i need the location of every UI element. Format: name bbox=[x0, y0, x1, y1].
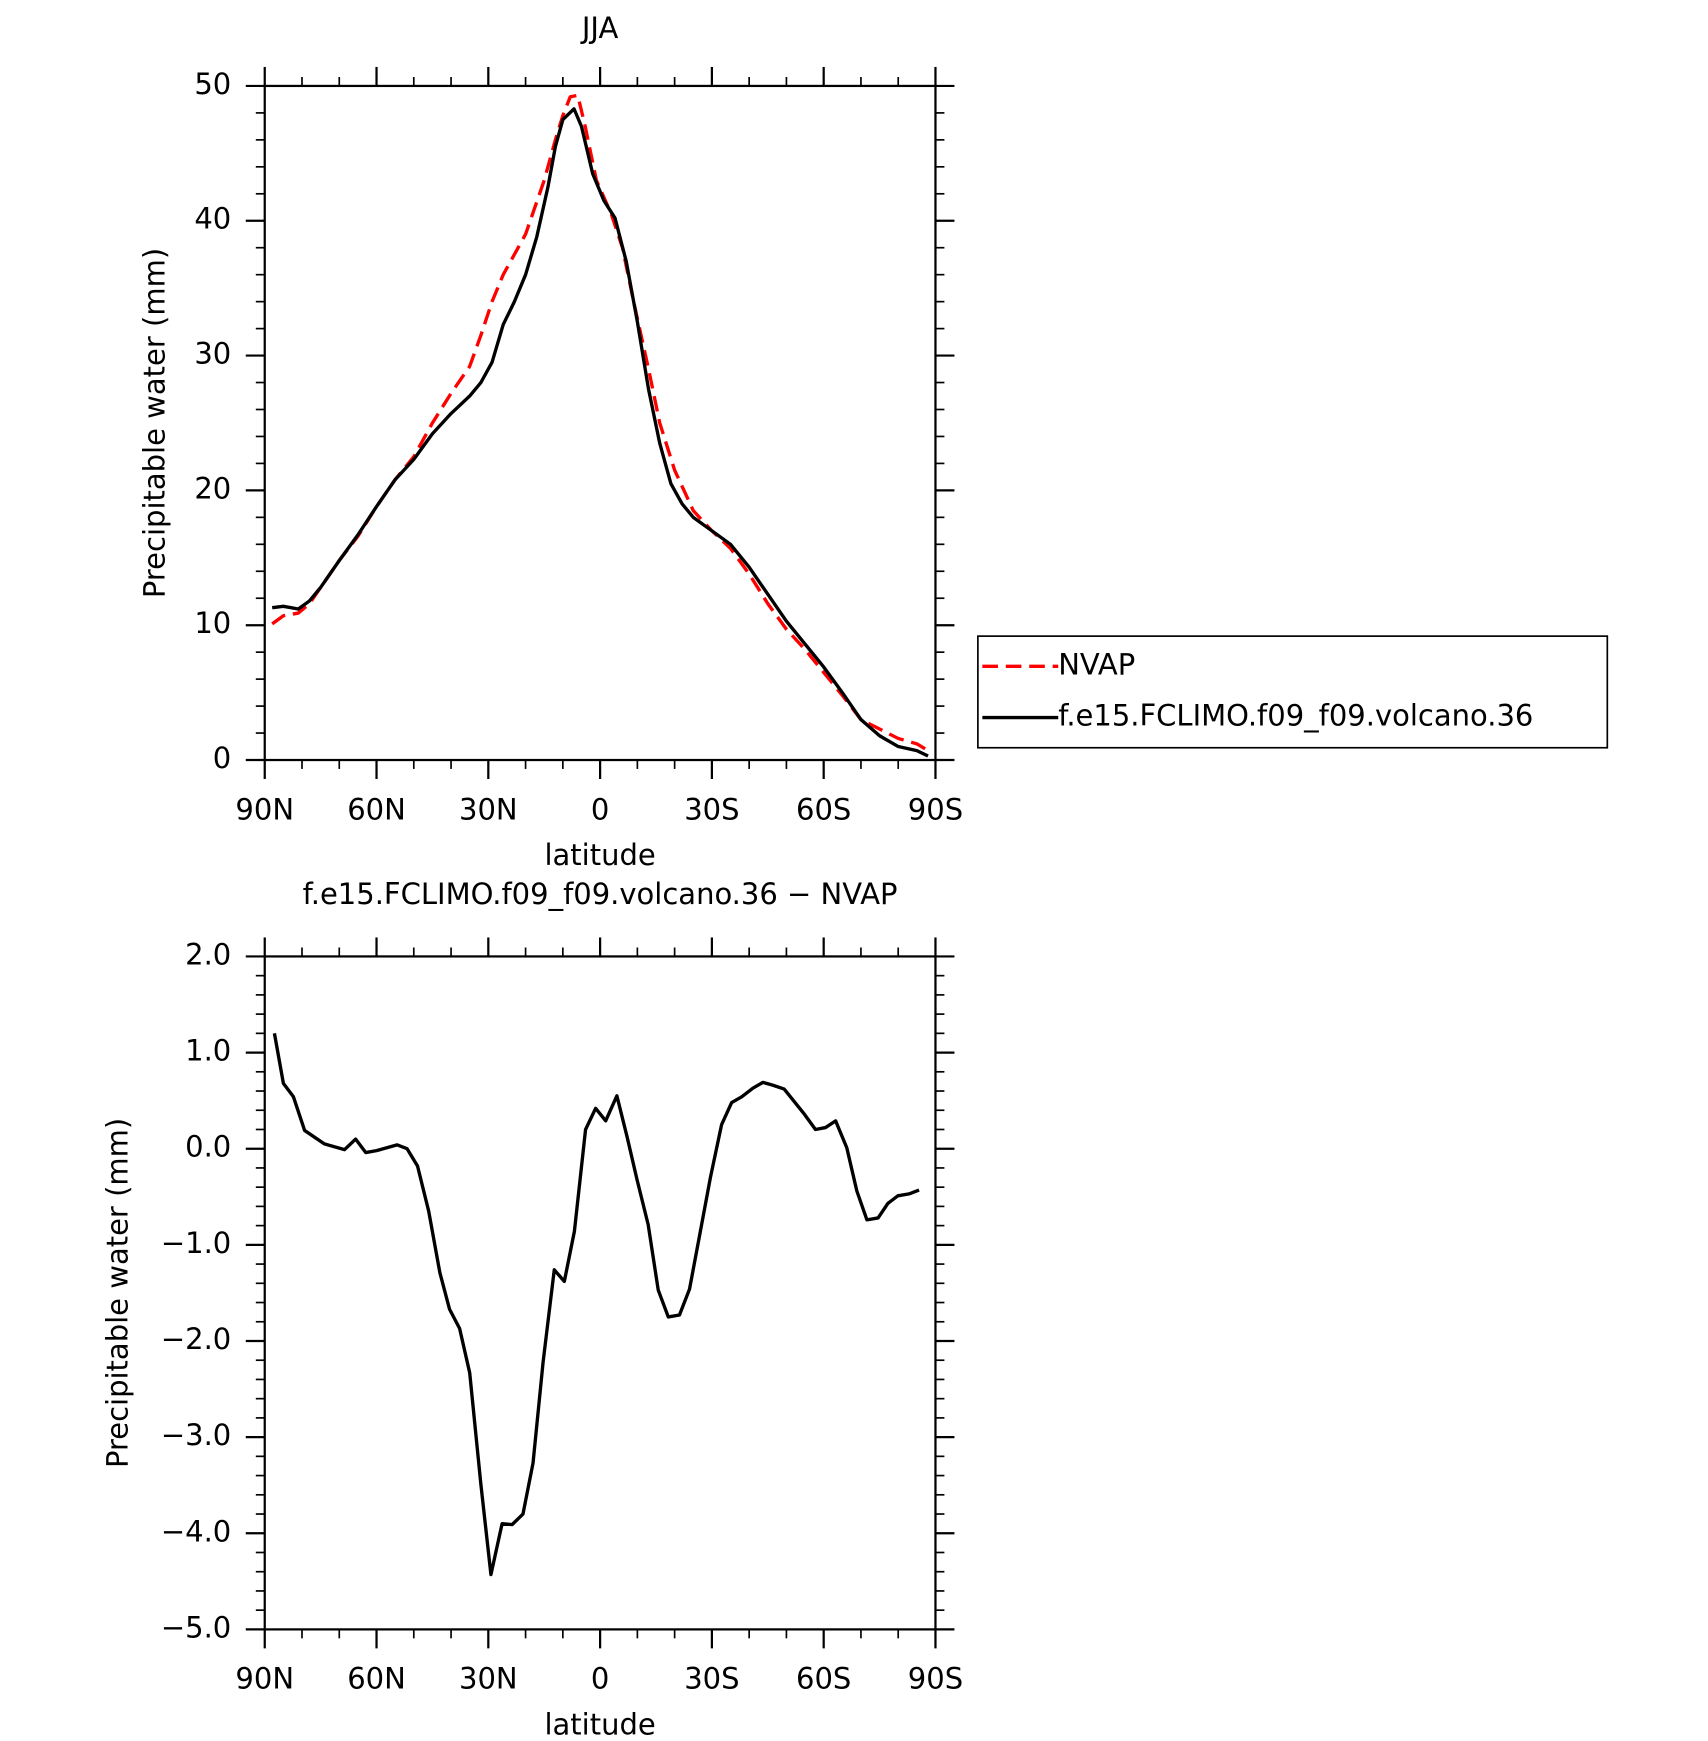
y-tick-label: −5.0 bbox=[161, 1610, 231, 1644]
x-tick-label: 0 bbox=[591, 1662, 609, 1696]
y-tick-label: 1.0 bbox=[185, 1034, 231, 1068]
legend-box bbox=[977, 635, 1609, 749]
x-tick-label: 30N bbox=[459, 792, 518, 826]
x-tick-label: 60S bbox=[796, 1662, 851, 1696]
y-tick-label: −4.0 bbox=[161, 1514, 231, 1548]
y-tick-label: 10 bbox=[194, 606, 231, 640]
legend-label: NVAP bbox=[1058, 647, 1135, 681]
y-tick-label: −1.0 bbox=[161, 1226, 231, 1260]
y-axis-label: Precipitable water (mm) bbox=[101, 1118, 135, 1468]
data-line bbox=[272, 1033, 920, 1577]
x-tick-label: 90S bbox=[908, 1662, 963, 1696]
x-tick-label: 60N bbox=[347, 1662, 406, 1696]
y-tick-label: 2.0 bbox=[185, 937, 231, 971]
chart-title: f.e15.FCLIMO.f09_f09.volcano.36 − NVAP bbox=[303, 877, 898, 911]
y-tick-label: 0 bbox=[213, 741, 231, 775]
y-tick-label: 50 bbox=[194, 67, 231, 101]
y-axis-label: Precipitable water (mm) bbox=[137, 248, 171, 598]
x-tick-label: 60S bbox=[796, 792, 851, 826]
x-axis-label: latitude bbox=[544, 1707, 655, 1741]
y-tick-label: 30 bbox=[194, 337, 231, 371]
x-tick-label: 0 bbox=[591, 792, 609, 826]
y-tick-label: 0.0 bbox=[185, 1130, 231, 1164]
plot-frame bbox=[263, 84, 937, 762]
x-tick-label: 90N bbox=[235, 792, 294, 826]
x-tick-label: 90N bbox=[235, 1662, 294, 1696]
y-tick-label: 40 bbox=[194, 202, 231, 236]
y-tick-label: −3.0 bbox=[161, 1418, 231, 1452]
legend-label: f.e15.FCLIMO.f09_f09.volcano.36 bbox=[1058, 699, 1533, 733]
data-line bbox=[271, 107, 929, 758]
x-tick-label: 90S bbox=[908, 792, 963, 826]
x-tick-label: 30N bbox=[459, 1662, 518, 1696]
x-tick-label: 60N bbox=[347, 792, 406, 826]
chart-title: JJA bbox=[580, 11, 619, 45]
x-tick-label: 30S bbox=[684, 792, 739, 826]
x-axis-label: latitude bbox=[544, 838, 655, 872]
y-tick-label: 20 bbox=[194, 471, 231, 505]
plot-frame bbox=[263, 955, 937, 1631]
x-tick-label: 30S bbox=[684, 1662, 739, 1696]
y-tick-label: −2.0 bbox=[161, 1322, 231, 1356]
